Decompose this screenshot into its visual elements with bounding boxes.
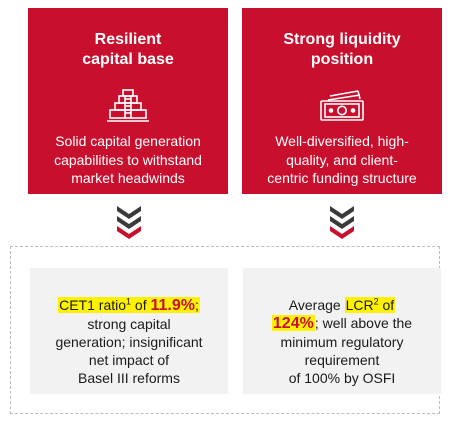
- highlight-lcr-value: 124%: [271, 315, 315, 332]
- cet1-ratio-value: 11.9%: [150, 297, 195, 314]
- pyramid-icon: [106, 88, 150, 129]
- lcr-value: 124%: [272, 315, 314, 332]
- card-description: Well-diversified, high- quality, and cli…: [267, 133, 417, 186]
- liquidity-position-card: Strong liquidity position Well-diversifi…: [242, 8, 442, 194]
- lcr-panel: Average LCR2 of 124%; well above the min…: [243, 268, 441, 394]
- cet1-panel: CET1 ratio1 of 11.9%; strong capital gen…: [30, 268, 228, 394]
- cet1-text: CET1 ratio1 of 11.9%; strong capital gen…: [55, 296, 203, 386]
- banknote-icon: [318, 88, 366, 129]
- chevron-down-icon: [116, 206, 142, 245]
- capital-base-card: Resilient capital base Solid capital gen…: [28, 8, 228, 194]
- highlight-cet1: CET1 ratio1 of 11.9%;: [58, 296, 200, 314]
- chevron-down-icon: [329, 206, 355, 245]
- highlight-lcr: LCR2 of: [344, 296, 396, 313]
- card-title: Strong liquidity position: [283, 31, 401, 68]
- lcr-text: Average LCR2 of 124%; well above the min…: [271, 296, 413, 386]
- card-title: Resilient capital base: [82, 31, 174, 68]
- card-description: Solid capital generation capabilities to…: [54, 133, 202, 186]
